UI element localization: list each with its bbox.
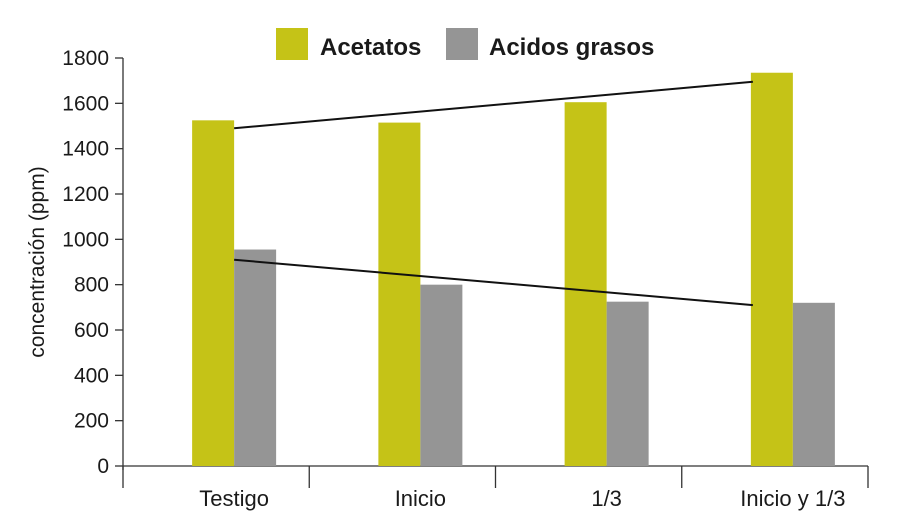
bar-acidos-grasos bbox=[234, 249, 277, 466]
x-tick-label: Inicio bbox=[395, 486, 446, 511]
bar-acidos-grasos bbox=[420, 284, 463, 466]
bar-acidos-grasos bbox=[606, 301, 649, 466]
legend-label: Acetatos bbox=[320, 34, 421, 61]
bar-acetatos bbox=[378, 122, 421, 466]
bar-acetatos bbox=[192, 120, 235, 466]
bar-acetatos bbox=[564, 102, 607, 466]
legend: Acetatos Acidos grasos bbox=[276, 28, 654, 61]
y-tick-label: 200 bbox=[74, 410, 109, 433]
x-axis: Testigo Inicio 1/3 Inicio y 1/3 bbox=[122, 465, 869, 511]
y-tick-label: 400 bbox=[74, 364, 109, 387]
y-tick-label: 800 bbox=[74, 274, 109, 297]
legend-swatch bbox=[446, 28, 478, 60]
x-tick-label: 1/3 bbox=[591, 486, 622, 511]
trend-lines bbox=[234, 80, 753, 307]
x-tick-label: Inicio y 1/3 bbox=[740, 486, 845, 511]
y-tick-label: 0 bbox=[97, 455, 109, 478]
bar-acetatos bbox=[750, 72, 793, 466]
y-tick-label: 1400 bbox=[62, 138, 109, 161]
y-tick-label: 600 bbox=[74, 319, 109, 342]
y-axis: 0 200 400 600 800 1000 1200 1400 1600 1800 bbox=[62, 47, 124, 478]
bars bbox=[192, 72, 835, 466]
bar-acidos-grasos bbox=[792, 302, 835, 466]
legend-swatch bbox=[276, 28, 308, 60]
x-tick-label: Testigo bbox=[199, 486, 269, 511]
legend-label: Acidos grasos bbox=[489, 34, 654, 61]
y-tick-label: 1000 bbox=[62, 228, 109, 251]
trend-line bbox=[234, 80, 753, 130]
y-tick-label: 1800 bbox=[62, 47, 109, 70]
y-tick-label: 1200 bbox=[62, 183, 109, 206]
y-axis-title: concentración (ppm) bbox=[26, 166, 49, 357]
y-tick-label: 1600 bbox=[62, 92, 109, 115]
trend-line bbox=[234, 258, 753, 307]
